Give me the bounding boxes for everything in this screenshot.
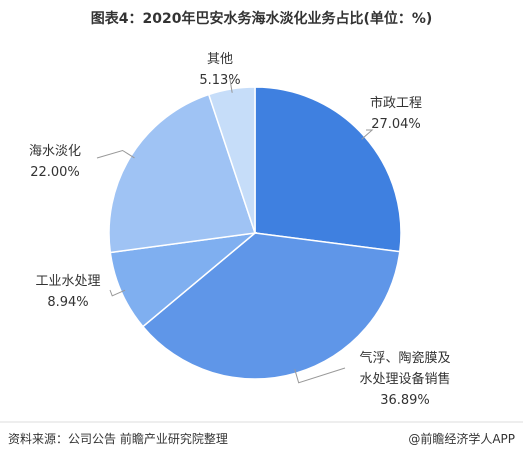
slice-label: 工业水处理 8.94% — [35, 271, 100, 313]
value-label: 5.13% — [199, 73, 241, 88]
category-label: 工业水处理 — [35, 274, 101, 289]
leader-line — [109, 289, 126, 297]
leader-line — [96, 149, 135, 159]
slice-label: 其他 5.13% — [199, 49, 240, 91]
leader-line — [229, 78, 233, 93]
value-label: 22.00% — [30, 165, 80, 180]
value-label: 36.89% — [380, 393, 430, 408]
slice-label: 气浮、陶瓷膜及水处理设备销售 36.89% — [355, 348, 455, 411]
category-label: 气浮、陶瓷膜及水处理设备销售 — [359, 351, 451, 387]
leader-line — [294, 367, 346, 384]
source-note: 资料来源：公司公告 前瞻产业研究院整理 — [8, 432, 228, 446]
category-label: 海水淡化 — [28, 144, 82, 159]
slice-label: 海水淡化 22.00% — [29, 141, 81, 183]
brand-note: @前瞻经济学人APP — [408, 432, 515, 446]
chart-title: 图表4：2020年巴安水务海水淡化业务占比(单位：%) — [90, 11, 433, 27]
value-label: 8.94% — [47, 295, 89, 310]
leader-line — [361, 129, 374, 140]
slice-label: 市政工程 27.04% — [370, 93, 422, 135]
value-label: 27.04% — [371, 117, 421, 132]
category-label: 其他 — [206, 52, 233, 67]
category-label: 市政工程 — [369, 96, 423, 111]
